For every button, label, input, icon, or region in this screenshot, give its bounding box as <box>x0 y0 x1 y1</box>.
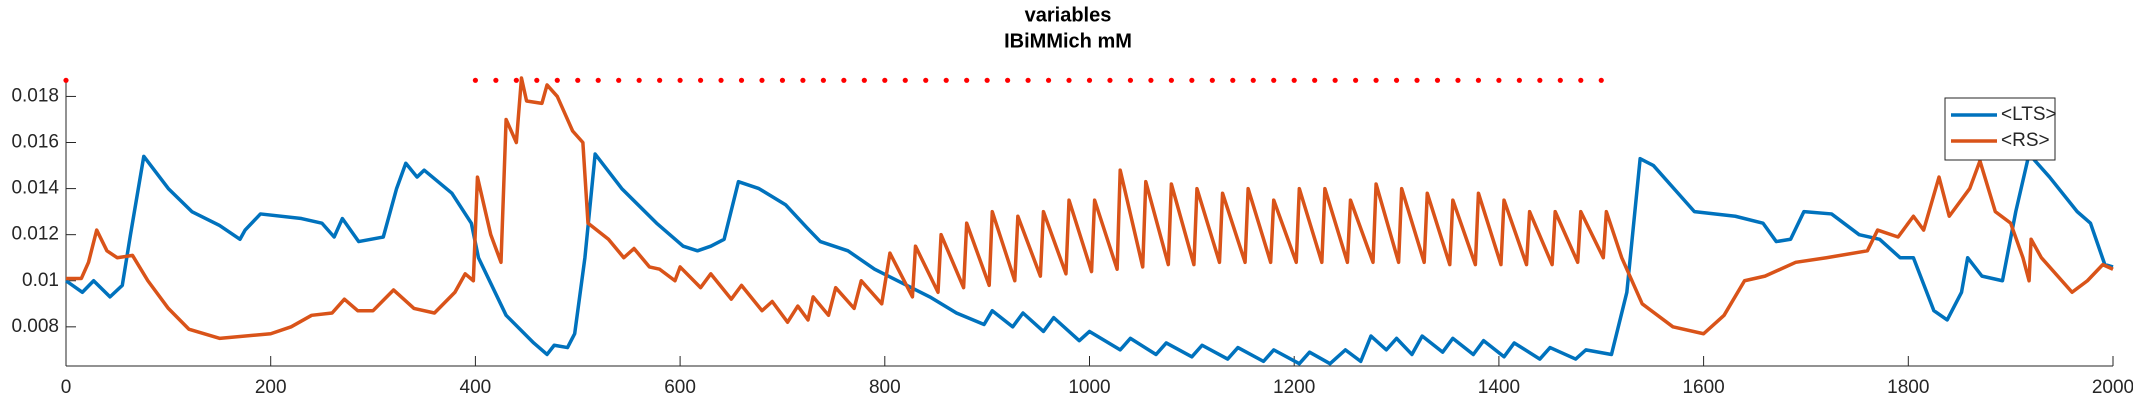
event-marker <box>657 77 663 83</box>
event-marker <box>1312 77 1318 83</box>
event-marker <box>595 77 601 83</box>
event-marker <box>943 77 949 83</box>
event-marker <box>1271 77 1277 83</box>
event-marker <box>1373 77 1379 83</box>
x-tick-label: 0 <box>61 377 72 398</box>
event-marker <box>1578 77 1584 83</box>
event-marker <box>513 77 519 83</box>
event-marker <box>882 77 888 83</box>
x-tick-label: 200 <box>255 377 287 398</box>
event-marker <box>616 77 622 83</box>
event-marker <box>472 77 478 83</box>
event-marker <box>697 77 704 83</box>
event-marker <box>1353 77 1359 83</box>
event-marker <box>1496 77 1502 83</box>
event-marker <box>1189 77 1195 83</box>
event-marker <box>1045 77 1052 83</box>
event-marker <box>1005 77 1011 83</box>
event-marker <box>902 77 908 83</box>
x-tick-label: 1600 <box>1682 377 1724 398</box>
event-marker <box>1148 77 1154 83</box>
y-tick-label: 0.008 <box>11 316 59 337</box>
event-marker <box>1598 77 1604 83</box>
chart-title: variables <box>1025 4 1112 26</box>
legend-label: <LTS> <box>2001 104 2057 125</box>
event-marker <box>800 77 806 83</box>
series-line <box>66 76 2114 341</box>
event-marker <box>1537 77 1543 83</box>
event-marker <box>1455 77 1461 83</box>
x-tick-label: 600 <box>664 377 696 398</box>
event-marker <box>1025 77 1031 83</box>
event-marker <box>534 77 540 83</box>
event-marker <box>718 77 724 83</box>
x-tick-label: 1000 <box>1068 377 1110 398</box>
event-marker <box>63 77 69 83</box>
event-marker <box>677 77 683 83</box>
x-tick-label: 400 <box>460 377 492 398</box>
event-marker <box>575 77 581 83</box>
event-marker <box>1475 77 1482 83</box>
event-marker <box>1168 77 1174 83</box>
event-marker <box>759 77 765 83</box>
event-marker <box>861 77 867 83</box>
event-marker <box>1086 77 1093 83</box>
event-marker <box>1332 77 1338 83</box>
series-line <box>64 152 2114 366</box>
event-marker <box>493 77 499 83</box>
x-tick-label: 2000 <box>2092 377 2133 398</box>
event-marker <box>1066 77 1072 83</box>
legend-label: <RS> <box>2001 130 2050 151</box>
event-marker <box>841 77 847 83</box>
x-tick-label: 1400 <box>1478 377 1520 398</box>
event-marker <box>984 77 990 83</box>
event-marker <box>1516 77 1522 83</box>
event-marker <box>1107 77 1113 83</box>
y-tick-label: 0.018 <box>11 85 59 106</box>
event-marker <box>554 77 560 83</box>
event-marker <box>738 77 745 83</box>
x-tick-label: 1200 <box>1273 377 1315 398</box>
legend-box <box>1944 97 2056 161</box>
event-marker <box>636 77 642 83</box>
x-tick-label: 1800 <box>1887 377 1929 398</box>
event-marker <box>779 77 786 83</box>
event-marker <box>1127 77 1134 83</box>
x-tick-label: 800 <box>869 377 901 398</box>
chart-subtitle: IBiMMich mM <box>1004 30 1132 52</box>
event-marker <box>1393 77 1400 83</box>
event-marker <box>964 77 970 83</box>
event-marker <box>820 77 826 83</box>
event-marker <box>1414 77 1420 83</box>
y-tick-label: 0.016 <box>11 132 59 153</box>
event-marker <box>1250 77 1256 83</box>
y-tick-label: 0.014 <box>11 178 59 199</box>
y-tick-label: 0.012 <box>11 224 59 245</box>
event-marker <box>1230 77 1236 83</box>
event-marker <box>1291 77 1297 83</box>
event-marker <box>1557 77 1563 83</box>
event-marker <box>1209 77 1215 83</box>
y-tick-label: 0.01 <box>22 270 59 291</box>
event-marker <box>923 77 929 83</box>
event-marker <box>1434 77 1441 83</box>
